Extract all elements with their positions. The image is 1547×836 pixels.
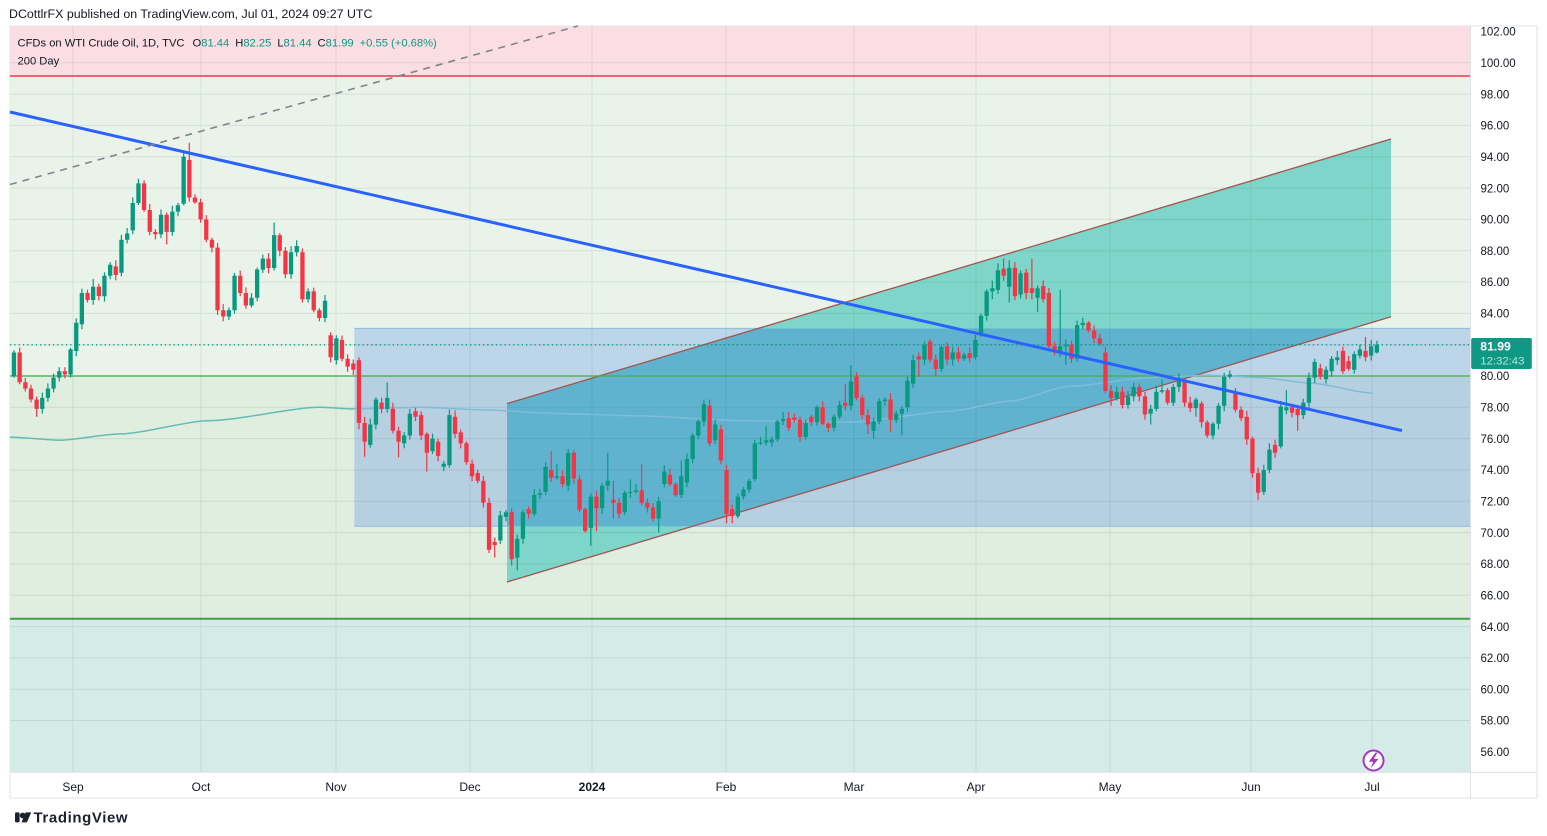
svg-text:DCottlrFX published on Trading: DCottlrFX published on TradingView.com, … [9, 7, 372, 21]
svg-text:12:32:43: 12:32:43 [1480, 356, 1524, 368]
svg-text:92.00: 92.00 [1481, 183, 1510, 195]
svg-text:74.00: 74.00 [1481, 465, 1510, 477]
svg-text:Mar: Mar [844, 780, 865, 794]
svg-text:76.00: 76.00 [1481, 434, 1510, 446]
svg-text:70.00: 70.00 [1481, 528, 1510, 540]
svg-text:102.00: 102.00 [1481, 27, 1516, 39]
svg-text:100.00: 100.00 [1481, 58, 1516, 70]
svg-text:CFDs on WTI Crude Oil, 1D, TVC: CFDs on WTI Crude Oil, 1D, TVC O81.44 H82.… [18, 38, 438, 50]
svg-text:200 Day: 200 Day [18, 56, 60, 68]
svg-text:86.00: 86.00 [1481, 277, 1510, 289]
svg-text:72.00: 72.00 [1481, 497, 1510, 509]
svg-text:Oct: Oct [192, 780, 211, 794]
svg-text:64.00: 64.00 [1481, 622, 1510, 634]
svg-text:62.00: 62.00 [1481, 653, 1510, 665]
svg-text:81.99: 81.99 [1480, 340, 1511, 354]
svg-text:Nov: Nov [325, 780, 346, 794]
svg-text:Feb: Feb [716, 780, 737, 794]
svg-text:2024: 2024 [579, 780, 606, 794]
svg-text:60.00: 60.00 [1481, 684, 1510, 696]
svg-text:TradingView: TradingView [34, 809, 129, 826]
svg-text:90.00: 90.00 [1481, 215, 1510, 227]
svg-text:84.00: 84.00 [1481, 309, 1510, 321]
svg-text:78.00: 78.00 [1481, 403, 1510, 415]
svg-text:Apr: Apr [967, 780, 986, 794]
svg-text:56.00: 56.00 [1481, 747, 1510, 759]
svg-text:98.00: 98.00 [1481, 89, 1510, 101]
svg-text:Jul: Jul [1364, 780, 1379, 794]
svg-text:94.00: 94.00 [1481, 152, 1510, 164]
svg-text:68.00: 68.00 [1481, 559, 1510, 571]
svg-text:Sep: Sep [62, 780, 84, 794]
svg-text:96.00: 96.00 [1481, 121, 1510, 133]
svg-text:Jun: Jun [1241, 780, 1260, 794]
svg-text:58.00: 58.00 [1481, 716, 1510, 728]
svg-text:May: May [1099, 780, 1122, 794]
svg-text:80.00: 80.00 [1481, 371, 1510, 383]
svg-text:88.00: 88.00 [1481, 246, 1510, 258]
svg-text:66.00: 66.00 [1481, 590, 1510, 602]
svg-text:Dec: Dec [459, 780, 480, 794]
